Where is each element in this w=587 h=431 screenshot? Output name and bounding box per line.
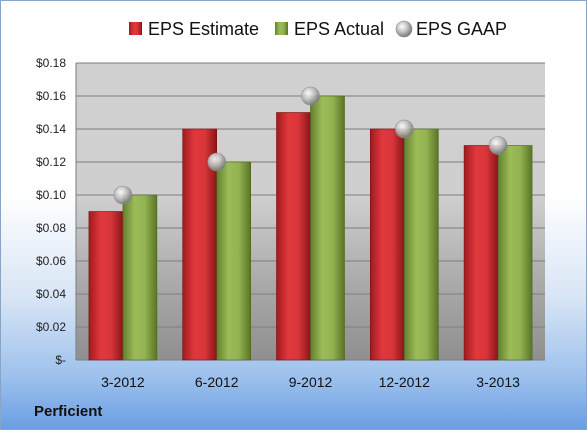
point-eps-gaap [394, 119, 414, 139]
bar-eps-estimate [369, 128, 405, 361]
y-tick-label: $0.12 [36, 155, 66, 169]
bar-eps-actual [403, 128, 439, 361]
y-tick-label: $0.06 [36, 254, 66, 268]
y-tick-label: $0.08 [36, 221, 66, 235]
bar-eps-estimate [88, 211, 124, 361]
legend-swatch-eps-gaap [395, 20, 413, 38]
legend-swatch-eps-estimate [129, 22, 142, 35]
y-tick-label: $0.02 [36, 320, 66, 334]
y-tick-label: $0.10 [36, 188, 66, 202]
y-tick-label: $- [55, 353, 66, 367]
x-tick-label: 3-2013 [476, 374, 520, 390]
bar-eps-estimate [276, 112, 311, 361]
point-eps-gaap [488, 136, 508, 155]
y-tick-label: $0.16 [36, 89, 66, 103]
company-name: Perficient [34, 403, 103, 420]
x-tick-label: 6-2012 [195, 374, 239, 390]
x-tick-label: 9-2012 [289, 374, 333, 390]
bar-eps-actual [216, 161, 251, 361]
point-eps-gaap [113, 185, 133, 205]
bar-eps-actual [497, 145, 533, 361]
point-eps-gaap [301, 86, 320, 106]
legend-swatch-eps-actual [275, 22, 288, 35]
y-tick-label: $0.14 [36, 122, 66, 136]
bar-eps-estimate [463, 145, 499, 361]
x-tick-label: 12-2012 [379, 374, 431, 390]
point-eps-gaap [207, 152, 226, 172]
bar-eps-actual [122, 194, 158, 361]
legend-label-eps-actual: EPS Actual [294, 19, 384, 39]
y-tick-label: $0.18 [36, 56, 66, 70]
y-tick-label: $0.04 [36, 287, 66, 301]
legend-label-eps-estimate: EPS Estimate [148, 19, 259, 39]
legend-label-eps-gaap: EPS GAAP [416, 19, 507, 39]
bar-eps-actual [310, 95, 345, 361]
x-tick-label: 3-2012 [101, 374, 145, 390]
